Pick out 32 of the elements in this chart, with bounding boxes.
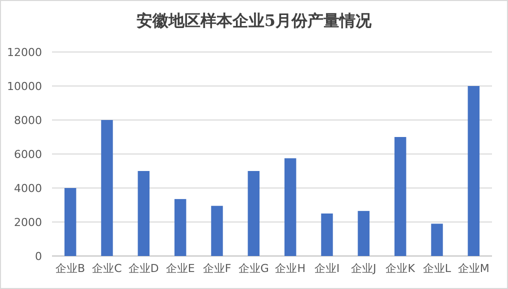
bar — [284, 158, 296, 256]
y-tick-label: 10000 — [7, 80, 42, 93]
bar — [101, 120, 113, 256]
y-tick-label: 0 — [35, 250, 42, 263]
bar — [248, 171, 260, 256]
bar — [394, 137, 406, 256]
y-tick-label: 2000 — [14, 216, 42, 229]
x-tick-label: 企业B — [56, 262, 86, 275]
x-tick-label: 企业K — [386, 262, 416, 275]
y-tick-label: 8000 — [14, 114, 42, 127]
x-tick-label: 企业L — [422, 262, 452, 275]
x-tick-label: 企业C — [92, 262, 122, 275]
x-tick-label: 企业H — [275, 262, 306, 275]
bar — [174, 199, 186, 256]
bar — [358, 210, 370, 256]
chart-title: 安徽地区样本企业5月份产量情况 — [136, 11, 373, 30]
x-tick-label: 企业J — [351, 262, 376, 275]
x-tick-label: 企业M — [458, 262, 490, 275]
x-tick-label: 企业I — [314, 262, 340, 275]
y-tick-label: 4000 — [14, 182, 42, 195]
x-tick-label: 企业G — [238, 262, 269, 275]
x-tick-label: 企业E — [166, 262, 195, 275]
bar — [431, 224, 443, 256]
x-tick-label: 企业D — [128, 262, 159, 275]
bar — [211, 206, 223, 256]
x-tick-label: 企业F — [202, 262, 232, 275]
bar — [321, 214, 333, 256]
bar — [468, 86, 480, 256]
bar — [64, 188, 76, 256]
y-tick-label: 6000 — [14, 148, 42, 161]
y-tick-label: 12000 — [7, 46, 42, 59]
bar — [138, 171, 150, 256]
